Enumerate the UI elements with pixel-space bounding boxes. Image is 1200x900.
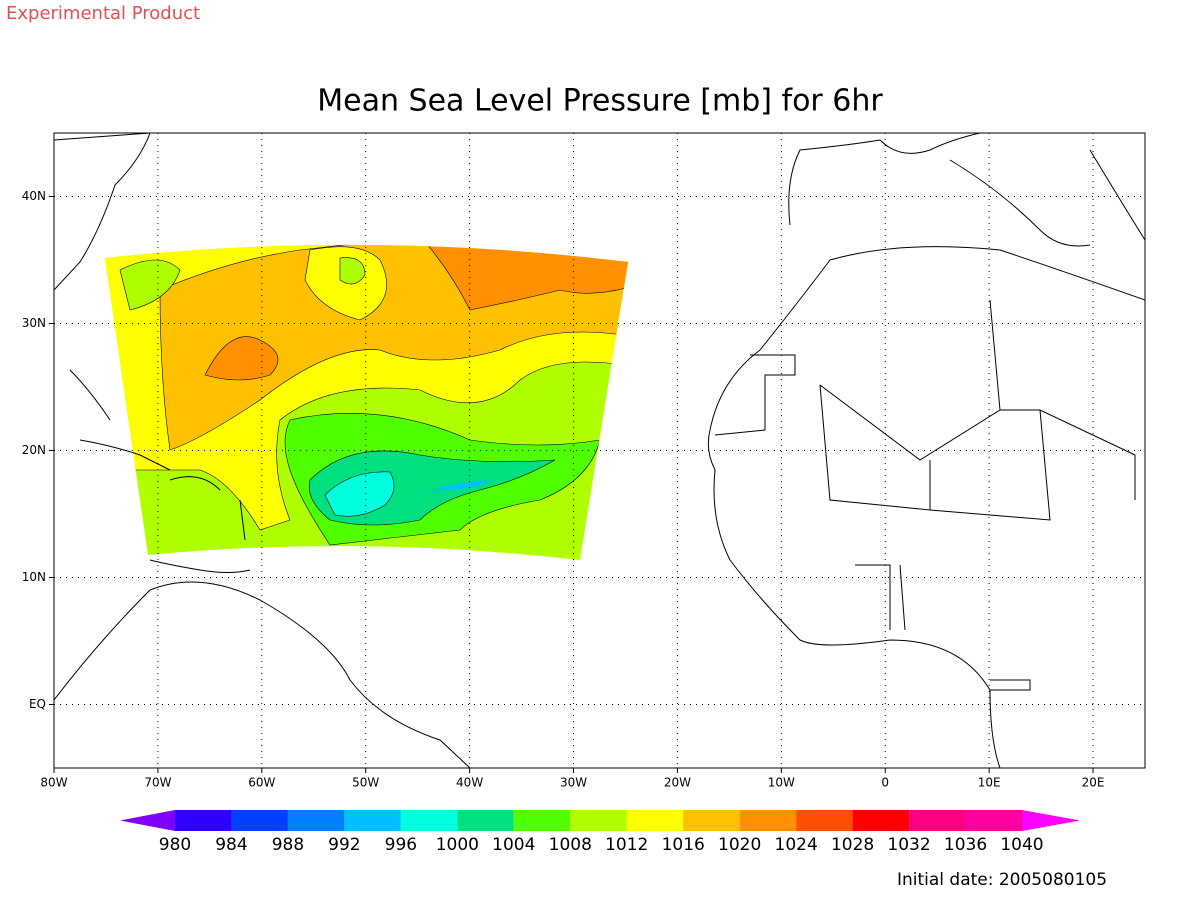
colorbar-box bbox=[513, 810, 571, 831]
y-tick-label: 20N bbox=[22, 443, 46, 457]
colorbar-box bbox=[683, 810, 740, 831]
colorbar-box bbox=[909, 810, 966, 831]
x-tick-label: 70W bbox=[144, 776, 171, 790]
colorbar-label: 992 bbox=[328, 835, 360, 855]
colorbar-label: 1016 bbox=[662, 835, 705, 855]
map-title: Mean Sea Level Pressure [mb] for 6hr bbox=[317, 84, 883, 119]
colorbar-label: 1020 bbox=[718, 835, 761, 855]
colorbar-label: 1036 bbox=[944, 835, 987, 855]
coastlines bbox=[54, 133, 1145, 768]
colorbar-box bbox=[175, 810, 232, 831]
x-tick-label: 10E bbox=[978, 776, 1001, 790]
x-tick-label: 50W bbox=[352, 776, 379, 790]
y-tick-label: 10N bbox=[22, 570, 46, 584]
colorbar-box bbox=[739, 810, 797, 831]
footnote: Initial date: 2005080105 bbox=[897, 870, 1107, 890]
y-tick-label: 40N bbox=[22, 189, 46, 203]
y-tick-label: EQ bbox=[29, 697, 46, 711]
colorbar-label: 1008 bbox=[549, 835, 592, 855]
x-tick-label: 20W bbox=[664, 776, 691, 790]
x-tick-label: 40W bbox=[456, 776, 483, 790]
x-tick-label: 60W bbox=[248, 776, 275, 790]
colorbar-label: 1032 bbox=[887, 835, 930, 855]
colorbar-arrow bbox=[120, 810, 175, 831]
colorbar-label: 984 bbox=[215, 835, 247, 855]
colorbar-box bbox=[626, 810, 684, 831]
y-tick-label: 30N bbox=[22, 316, 46, 330]
colorbar-box bbox=[852, 810, 910, 831]
colorbar-box bbox=[344, 810, 401, 831]
colorbar-label: 1004 bbox=[492, 835, 535, 855]
colorbar-box bbox=[400, 810, 458, 831]
colorbar-arrow bbox=[1022, 810, 1080, 831]
x-tick-label: 80W bbox=[40, 776, 67, 790]
colorbar-label: 980 bbox=[159, 835, 191, 855]
colorbar-label: 1028 bbox=[831, 835, 874, 855]
colorbar-box bbox=[287, 810, 345, 831]
colorbar-box bbox=[231, 810, 288, 831]
colorbar-label: 996 bbox=[385, 835, 417, 855]
colorbar-label: 1024 bbox=[775, 835, 818, 855]
colorbar-box bbox=[570, 810, 627, 831]
x-tick-label: 30W bbox=[560, 776, 587, 790]
colorbar-box bbox=[965, 810, 1022, 831]
x-tick-label: 20E bbox=[1082, 776, 1105, 790]
x-tick-label: 0 bbox=[881, 776, 889, 790]
colorbar-label: 988 bbox=[272, 835, 304, 855]
colorbar-box bbox=[796, 810, 853, 831]
x-tick-label: 10W bbox=[768, 776, 795, 790]
colorbar-label: 1000 bbox=[436, 835, 479, 855]
colorbar-box bbox=[457, 810, 514, 831]
pressure-field bbox=[105, 244, 628, 560]
colorbar-label: 1012 bbox=[605, 835, 648, 855]
colorbar-label: 1040 bbox=[1000, 835, 1043, 855]
header-label: Experimental Product bbox=[6, 3, 200, 24]
